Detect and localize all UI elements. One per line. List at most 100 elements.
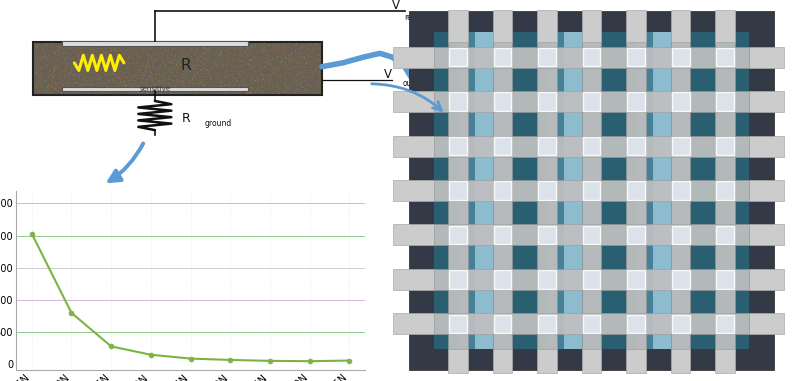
Point: [191, 48, 204, 54]
Point: [227, 58, 240, 64]
Point: [157, 44, 170, 50]
Point: [34, 78, 47, 84]
Point: [115, 46, 128, 53]
Point: [247, 72, 260, 78]
Point: [88, 42, 101, 48]
Point: [288, 41, 301, 47]
Point: [262, 45, 275, 51]
Point: [104, 70, 117, 76]
Point: [286, 56, 299, 62]
Point: [175, 72, 187, 78]
Point: [265, 66, 278, 72]
Point: [302, 74, 314, 80]
Point: [106, 85, 119, 91]
Point: [98, 80, 111, 86]
Point: [312, 52, 325, 58]
Point: [258, 46, 271, 52]
Point: [210, 64, 223, 70]
Point: [187, 42, 200, 48]
Point: [280, 58, 293, 64]
Point: [138, 70, 151, 77]
Point: [125, 62, 138, 68]
Point: [175, 55, 187, 61]
Point: [212, 84, 225, 90]
Point: [76, 40, 89, 46]
Point: [202, 54, 215, 61]
Point: [194, 73, 206, 79]
Bar: [449, 270, 467, 289]
Point: [170, 72, 183, 78]
Point: [118, 82, 131, 88]
Point: [43, 46, 56, 52]
Point: [206, 43, 218, 49]
Point: [143, 89, 156, 95]
Point: [258, 64, 271, 70]
Point: [66, 47, 79, 53]
Point: [141, 62, 153, 69]
Point: [177, 55, 190, 61]
Point: [249, 42, 261, 48]
Point: [98, 49, 111, 55]
Point: [295, 84, 308, 90]
Point: [114, 40, 127, 46]
Point: [157, 78, 170, 84]
Point: [135, 61, 148, 67]
Point: [263, 46, 276, 52]
Point: [81, 78, 94, 85]
Point: [198, 78, 210, 84]
Point: [118, 85, 130, 91]
Point: [185, 48, 198, 54]
Point: [106, 49, 119, 55]
Point: [224, 83, 237, 89]
Point: [222, 45, 234, 51]
Point: [72, 76, 85, 82]
Point: [248, 72, 260, 78]
Point: [47, 77, 60, 83]
Point: [183, 46, 196, 52]
Point: [152, 42, 164, 48]
Point: [95, 72, 108, 78]
Point: [227, 61, 240, 67]
Point: [241, 60, 253, 66]
Point: [228, 44, 241, 50]
Point: [205, 49, 218, 55]
Point: [168, 57, 181, 63]
Point: [229, 53, 242, 59]
Point: [245, 57, 257, 63]
Point: [272, 88, 285, 94]
Point: [45, 66, 58, 72]
Point: [50, 63, 63, 69]
Point: [293, 72, 306, 78]
Point: [82, 57, 94, 63]
Point: [109, 64, 121, 70]
Point: [303, 51, 315, 57]
Point: [55, 74, 67, 80]
Point: [141, 65, 153, 71]
Point: [251, 56, 264, 62]
Point: [156, 86, 168, 92]
Point: [171, 55, 183, 61]
Point: [79, 80, 92, 86]
Point: [207, 70, 220, 77]
Point: [142, 53, 155, 59]
Point: [186, 77, 198, 83]
Point: [118, 63, 131, 69]
Point: [95, 75, 108, 82]
Point: [152, 54, 165, 61]
Point: [180, 44, 193, 50]
Point: [64, 71, 76, 77]
Point: [68, 77, 81, 83]
Point: [60, 58, 72, 64]
Bar: [434, 224, 750, 245]
Point: [98, 84, 111, 90]
Point: [92, 55, 105, 61]
Point: [295, 65, 307, 71]
Point: [271, 60, 283, 66]
Point: [209, 87, 222, 93]
Point: [245, 56, 257, 62]
Point: [167, 48, 179, 54]
Point: [136, 75, 148, 81]
Point: [33, 58, 46, 64]
Point: [98, 77, 110, 83]
Point: [241, 57, 253, 63]
